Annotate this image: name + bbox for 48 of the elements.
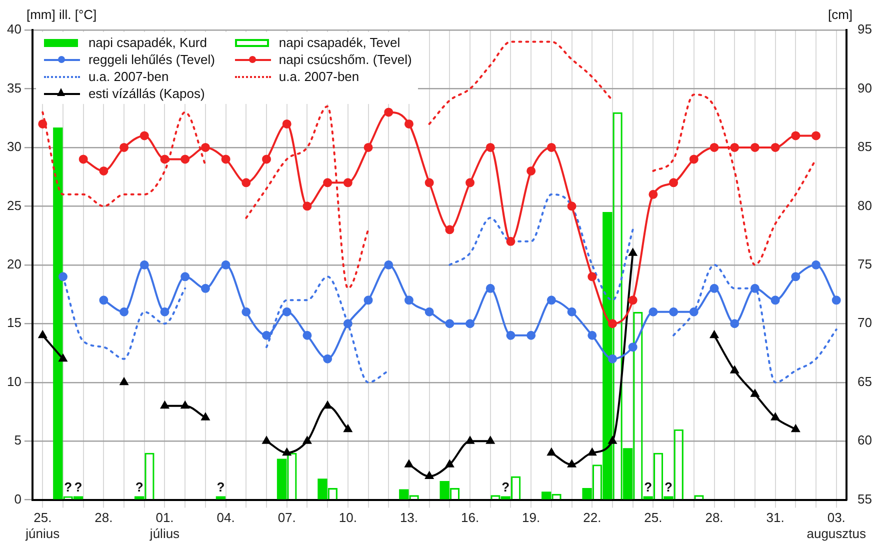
y-tick-label: 35 — [6, 80, 22, 96]
x-tick-label: 25. június — [24, 510, 60, 541]
y-tick-label: 15 — [6, 315, 22, 330]
y-tick-label: 30 — [6, 139, 22, 154]
data-label: ? — [644, 479, 652, 494]
x-tick-label: 22. — [583, 510, 602, 526]
y2-tick-label: 85 — [858, 139, 872, 154]
y-tick-label: 10 — [6, 374, 22, 389]
legend-label: napi csúcshőm. (Tevel) — [278, 52, 412, 67]
legend-label: esti vízállás (Kapos) — [88, 86, 205, 101]
x-tick-label: 28. — [94, 510, 113, 526]
x-tick-label: 16. — [460, 510, 480, 526]
y-tick-label: 0 — [14, 491, 22, 506]
y2-tick-label: 55 — [858, 491, 872, 506]
x-tick-label: 03. augusztus — [806, 510, 866, 541]
x-tick-label: 28. — [705, 510, 724, 526]
data-label: ? — [74, 479, 82, 494]
data-label: ? — [64, 479, 72, 494]
y2-tick-label: 90 — [858, 80, 872, 96]
y2-axis-title: [cm] — [828, 7, 853, 22]
x-tick-label: 31. — [766, 510, 784, 526]
data-label: ? — [135, 479, 144, 494]
x-tick-label: 01. július — [148, 510, 180, 541]
data-label: ? — [216, 479, 225, 494]
y2-tick-label: 70 — [858, 315, 872, 330]
y-tick-label: 25 — [6, 198, 22, 213]
y2-tick-label: 80 — [858, 198, 872, 213]
legend-label: napi csapadék, Tevel — [278, 35, 400, 50]
y2-tick-label: 75 — [858, 256, 872, 272]
y2-tick-label: 60 — [858, 432, 872, 448]
legend-label: napi csapadék, Kurd — [88, 35, 207, 50]
x-tick-label: 07. — [278, 510, 296, 526]
legend-label: reggeli lehűlés (Tevel) — [88, 52, 215, 67]
y-tick-label: 40 — [6, 22, 22, 37]
y-tick-label: 20 — [6, 256, 22, 272]
x-tick-label: 13. — [400, 510, 418, 526]
data-label: ? — [664, 479, 672, 494]
y-tick-label: 5 — [14, 432, 22, 448]
x-tick-label: 04. — [216, 510, 235, 526]
legend-label: u.a. 2007-ben — [278, 69, 360, 84]
y2-tick-label: 95 — [858, 22, 872, 37]
y2-tick-label: 65 — [858, 374, 872, 389]
x-tick-label: 10. — [338, 510, 357, 526]
x-tick-label: 19. — [522, 510, 540, 526]
x-tick-label: 25. — [644, 510, 662, 526]
y-axis-title: [mm] ill. [°C] — [26, 7, 97, 22]
legend-label: u.a. 2007-ben — [88, 69, 169, 84]
data-label: ? — [502, 479, 510, 494]
